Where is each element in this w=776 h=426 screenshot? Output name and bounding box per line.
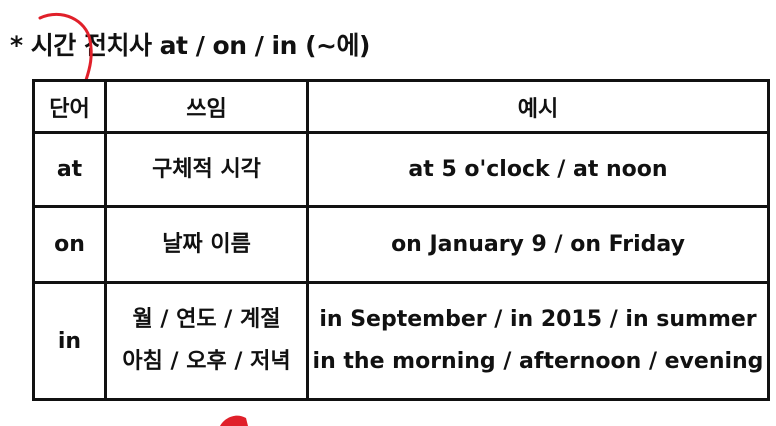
word-cell: in [32,281,107,401]
usage-cell: 월 / 연도 / 계절 아침 / 오후 / 저녁 [104,281,309,401]
page-title: * 시간 전치사 at / on / in (~에) [10,31,370,60]
header-example: 예시 [306,79,770,134]
example-line: in September / in 2015 / in summer [319,307,757,332]
word-cell: on [32,205,107,284]
usage-line: 날짜 이름 [162,231,251,257]
example-line: on January 9 / on Friday [391,231,685,257]
example-cell: at 5 o'clock / at noon [306,131,770,208]
example-line: at 5 o'clock / at noon [408,156,668,182]
usage-cell: 구체적 시각 [104,131,309,208]
table-header-row: 단어 쓰임 예시 [32,79,770,134]
table-row: in 월 / 연도 / 계절 아침 / 오후 / 저녁 in September… [32,281,770,401]
prepositions-table: 단어 쓰임 예시 at 구체적 시각 at 5 o'clock / at noo… [32,79,770,401]
example-cell: on January 9 / on Friday [306,205,770,284]
usage-line: 월 / 연도 / 계절 [132,307,281,332]
example-line: in the morning / afternoon / evening [312,349,764,374]
header-word: 단어 [32,79,107,134]
table-row: at 구체적 시각 at 5 o'clock / at noon [32,131,770,208]
table-row: on 날짜 이름 on January 9 / on Friday [32,205,770,284]
red-blob-mark [220,415,248,426]
header-usage: 쓰임 [104,79,309,134]
example-cell: in September / in 2015 / in summer in th… [306,281,770,401]
word-cell: at [32,131,107,208]
usage-line: 구체적 시각 [152,156,261,182]
usage-line: 아침 / 오후 / 저녁 [122,349,291,374]
usage-cell: 날짜 이름 [104,205,309,284]
